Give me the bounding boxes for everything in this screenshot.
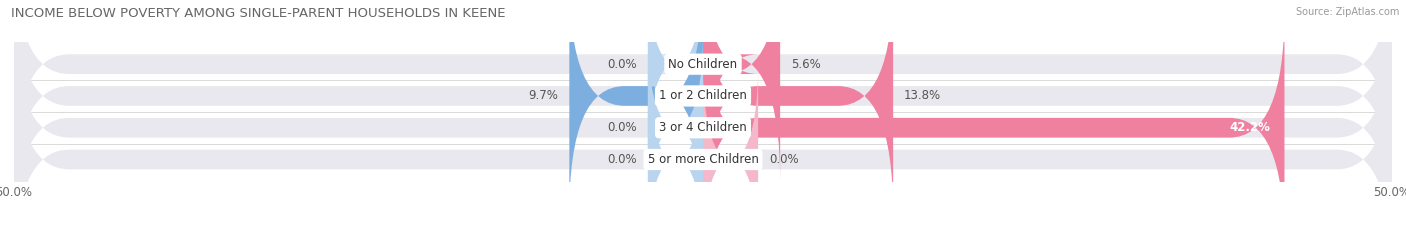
FancyBboxPatch shape [703,68,758,233]
FancyBboxPatch shape [703,0,893,213]
Text: INCOME BELOW POVERTY AMONG SINGLE-PARENT HOUSEHOLDS IN KEENE: INCOME BELOW POVERTY AMONG SINGLE-PARENT… [11,7,506,20]
Text: 1 or 2 Children: 1 or 2 Children [659,89,747,103]
Text: 9.7%: 9.7% [529,89,558,103]
Text: 5.6%: 5.6% [792,58,821,71]
FancyBboxPatch shape [14,0,1392,213]
Text: 0.0%: 0.0% [607,153,637,166]
FancyBboxPatch shape [14,42,1392,233]
FancyBboxPatch shape [14,10,1392,233]
Text: 42.2%: 42.2% [1230,121,1271,134]
Text: 0.0%: 0.0% [607,121,637,134]
Text: No Children: No Children [668,58,738,71]
Text: 3 or 4 Children: 3 or 4 Children [659,121,747,134]
Text: 13.8%: 13.8% [904,89,941,103]
Legend: Single Father, Single Mother: Single Father, Single Mother [595,230,811,233]
Text: 0.0%: 0.0% [769,153,799,166]
Text: 5 or more Children: 5 or more Children [648,153,758,166]
Text: 0.0%: 0.0% [607,58,637,71]
FancyBboxPatch shape [648,68,703,233]
FancyBboxPatch shape [648,0,703,156]
FancyBboxPatch shape [703,10,1285,233]
FancyBboxPatch shape [569,0,703,213]
Text: Source: ZipAtlas.com: Source: ZipAtlas.com [1295,7,1399,17]
FancyBboxPatch shape [648,36,703,219]
FancyBboxPatch shape [703,0,780,182]
FancyBboxPatch shape [14,0,1392,182]
